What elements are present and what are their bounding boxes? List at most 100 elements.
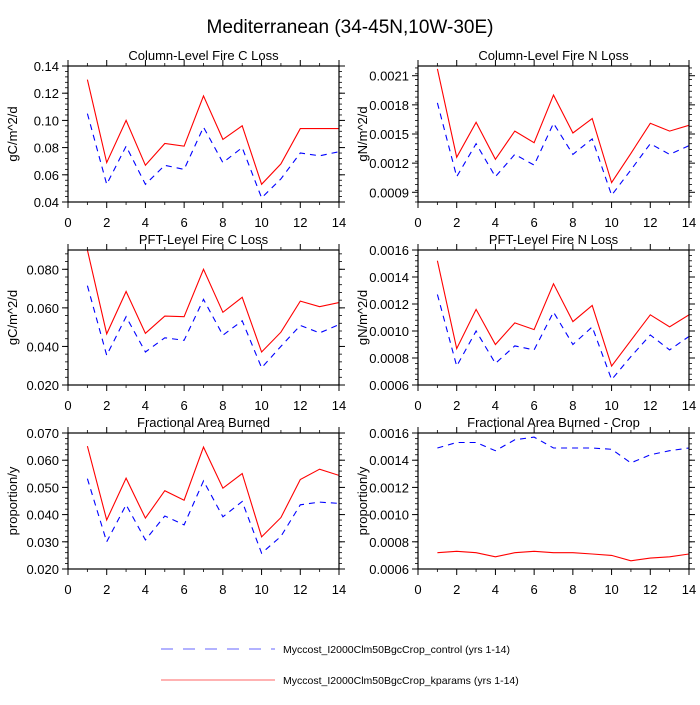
y-tick-label: 0.10 xyxy=(34,113,59,128)
x-tick-label: 6 xyxy=(531,215,538,230)
y-tick-label: 0.0010 xyxy=(369,324,409,339)
y-tick-label: 0.030 xyxy=(26,535,59,550)
series-line-kparams xyxy=(436,68,689,184)
x-tick-label: 0 xyxy=(414,582,421,597)
x-tick-label: 12 xyxy=(293,398,307,413)
y-tick-label: 0.14 xyxy=(34,59,59,74)
series-line-control xyxy=(86,113,339,199)
x-tick-label: 12 xyxy=(643,215,657,230)
plot-frame xyxy=(417,249,690,386)
x-tick-label: 14 xyxy=(682,582,696,597)
plot-frame xyxy=(417,432,690,570)
figure-title: Mediterranean (34-45N,10W-30E) xyxy=(207,17,494,38)
x-tick-label: 8 xyxy=(569,215,576,230)
y-tick-label: 0.050 xyxy=(26,480,59,495)
x-tick-label: 0 xyxy=(64,582,71,597)
x-tick-label: 14 xyxy=(682,398,696,413)
x-tick-label: 0 xyxy=(414,398,421,413)
y-tick-label: 0.12 xyxy=(34,86,59,101)
panel-title: Fractional Area Burned xyxy=(137,415,270,430)
x-tick-label: 10 xyxy=(254,215,268,230)
y-tick-label: 0.020 xyxy=(26,378,59,393)
y-tick-label: 0.0015 xyxy=(369,127,409,142)
y-tick-label: 0.0012 xyxy=(369,297,409,312)
panel-title: PFT-Level Fire C Loss xyxy=(139,232,269,247)
series-line-control xyxy=(436,294,689,381)
x-tick-label: 12 xyxy=(643,582,657,597)
y-tick-label: 0.0006 xyxy=(369,378,409,393)
series-line-control xyxy=(436,102,689,197)
y-tick-label: 0.0012 xyxy=(369,156,409,171)
y-tick-label: 0.08 xyxy=(34,141,59,156)
series-line-control xyxy=(86,478,339,555)
y-tick-label: 0.0008 xyxy=(369,351,409,366)
panel-6: Fractional Area Burned - Crop proportion/… xyxy=(355,415,696,597)
x-tick-label: 6 xyxy=(181,398,188,413)
y-tick-label: 0.0009 xyxy=(369,185,409,200)
x-tick-label: 4 xyxy=(492,582,499,597)
x-tick-label: 4 xyxy=(142,582,149,597)
series-line-kparams xyxy=(437,550,689,562)
y-tick-label: 0.020 xyxy=(26,562,59,577)
x-tick-label: 8 xyxy=(569,582,576,597)
y-tick-label: 0.04 xyxy=(34,195,59,210)
x-tick-label: 2 xyxy=(453,215,460,230)
y-tick-label: 0.060 xyxy=(26,453,59,468)
x-tick-label: 4 xyxy=(492,215,499,230)
y-tick-label: 0.0016 xyxy=(369,426,409,441)
x-tick-label: 0 xyxy=(414,215,421,230)
x-tick-label: 14 xyxy=(682,215,696,230)
x-tick-label: 10 xyxy=(604,582,618,597)
y-tick-label: 0.0014 xyxy=(369,270,409,285)
x-tick-label: 10 xyxy=(254,398,268,413)
x-tick-label: 6 xyxy=(531,582,538,597)
plot-frame xyxy=(67,249,340,386)
legend-label-control: Myccost_I2000Clm50BgcCrop_control (yrs 1… xyxy=(283,644,510,656)
panel-5: Fractional Area Burned proportion/y 0.020 0… xyxy=(5,415,346,597)
y-tick-label: 0.0008 xyxy=(369,535,409,550)
y-tick-label: 0.0014 xyxy=(369,453,409,468)
y-tick-label: 0.040 xyxy=(26,339,59,354)
y-tick-label: 0.070 xyxy=(26,426,59,441)
x-tick-label: 12 xyxy=(293,582,307,597)
y-axis-label: gN/m^2/d xyxy=(355,290,370,345)
x-tick-label: 2 xyxy=(103,582,110,597)
x-tick-label: 6 xyxy=(531,398,538,413)
series-line-control xyxy=(86,285,339,369)
panel-3: PFT-Level Fire C Loss gC/m^2/d 0.020 0.040 0… xyxy=(5,232,346,413)
y-tick-label: 0.0010 xyxy=(369,508,409,523)
panel-2: Column-Level Fire N Loss gN/m^2/d 0.0009 0.… xyxy=(355,48,696,230)
x-tick-label: 10 xyxy=(254,582,268,597)
x-tick-label: 8 xyxy=(219,582,226,597)
series-line-control xyxy=(437,436,689,464)
x-tick-label: 8 xyxy=(219,215,226,230)
x-tick-label: 4 xyxy=(142,215,149,230)
series-line-kparams xyxy=(86,445,339,538)
y-axis-label: proportion/y xyxy=(355,466,370,535)
x-tick-label: 4 xyxy=(492,398,499,413)
x-tick-label: 10 xyxy=(604,215,618,230)
x-tick-label: 2 xyxy=(453,582,460,597)
panel-title: Fractional Area Burned - Crop xyxy=(467,415,640,430)
x-tick-label: 12 xyxy=(293,215,307,230)
y-tick-label: 0.0016 xyxy=(369,243,409,258)
x-tick-label: 2 xyxy=(103,215,110,230)
x-tick-label: 6 xyxy=(181,215,188,230)
x-tick-label: 8 xyxy=(219,398,226,413)
y-axis-label: gC/m^2/d xyxy=(5,290,20,345)
panel-title: PFT-Level Fire N Loss xyxy=(489,232,619,247)
y-axis-label: gN/m^2/d xyxy=(355,106,370,161)
x-tick-label: 6 xyxy=(181,582,188,597)
x-tick-label: 0 xyxy=(64,215,71,230)
x-tick-label: 0 xyxy=(64,398,71,413)
y-tick-label: 0.0018 xyxy=(369,98,409,113)
panel-1: Column-Level Fire C Loss gC/m^2/d 0.04 0.06… xyxy=(5,48,346,230)
y-tick-label: 0.060 xyxy=(26,301,59,316)
plot-frame xyxy=(417,65,690,203)
x-tick-label: 14 xyxy=(332,215,346,230)
y-tick-label: 0.0006 xyxy=(369,562,409,577)
y-axis-label: gC/m^2/d xyxy=(5,106,20,161)
plot-frame xyxy=(67,65,340,203)
